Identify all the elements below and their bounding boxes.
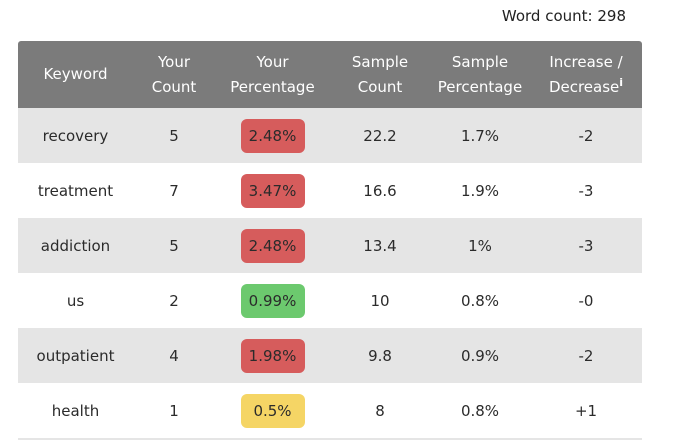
keyword-cell: us [18, 273, 133, 328]
your-percentage-cell: 2.48% [215, 108, 330, 163]
increase-decrease-cell: -2 [530, 108, 642, 163]
word-count: Word count: 298 [501, 7, 626, 25]
header-your-percentage[interactable]: Your Percentage [215, 41, 330, 108]
sample-count-cell: 9.8 [330, 328, 430, 383]
keyword-cell: addiction [18, 218, 133, 273]
header-keyword-label: Keyword [43, 65, 108, 83]
table-row: us 2 0.99% 10 0.8% -0 [18, 273, 642, 328]
increase-decrease-cell: -0 [530, 273, 642, 328]
table-row: health 1 0.5% 8 0.8% +1 [18, 383, 642, 440]
percentage-badge-red: 2.48% [240, 228, 305, 263]
percentage-badge-red: 1.98% [240, 338, 305, 373]
header-sample-count-line1: Sample [351, 52, 409, 71]
sample-percentage-cell: 1.9% [430, 163, 530, 218]
sample-count-cell: 13.4 [330, 218, 430, 273]
sample-percentage-cell: 0.8% [430, 383, 530, 440]
header-sample-count[interactable]: Sample Count [330, 41, 430, 108]
sample-count-cell: 16.6 [330, 163, 430, 218]
your-count-cell: 4 [133, 328, 215, 383]
percentage-badge-red: 2.48% [240, 118, 305, 153]
increase-decrease-cell: +1 [530, 383, 642, 440]
sample-count-cell: 8 [330, 383, 430, 440]
increase-decrease-cell: -2 [530, 328, 642, 383]
header-your-count-line2: Count [151, 77, 197, 96]
sample-percentage-cell: 0.9% [430, 328, 530, 383]
sample-percentage-cell: 1.7% [430, 108, 530, 163]
keyword-cell: recovery [18, 108, 133, 163]
increase-decrease-cell: -3 [530, 163, 642, 218]
header-keyword[interactable]: Keyword [18, 41, 133, 108]
table-row: addiction 5 2.48% 13.4 1% -3 [18, 218, 642, 273]
your-percentage-cell: 3.47% [215, 163, 330, 218]
your-count-cell: 5 [133, 218, 215, 273]
info-icon[interactable]: i [619, 75, 624, 89]
header-increase-decrease[interactable]: Increase / Decreasei [530, 41, 642, 108]
percentage-badge-red: 3.47% [240, 173, 305, 208]
header-your-percentage-line2: Percentage [230, 77, 315, 96]
header-your-count-line1: Your [157, 52, 191, 71]
your-count-cell: 7 [133, 163, 215, 218]
keyword-cell: health [18, 383, 133, 440]
your-percentage-cell: 0.99% [215, 273, 330, 328]
header-sample-count-line2: Count [357, 77, 403, 96]
table-row: recovery 5 2.48% 22.2 1.7% -2 [18, 108, 642, 163]
sample-percentage-cell: 1% [430, 218, 530, 273]
your-percentage-cell: 1.98% [215, 328, 330, 383]
header-your-count[interactable]: Your Count [133, 41, 215, 108]
your-count-cell: 1 [133, 383, 215, 440]
table-row: treatment 7 3.47% 16.6 1.9% -3 [18, 163, 642, 218]
percentage-badge-green: 0.99% [240, 283, 305, 318]
header-increase-decrease-line2: Decrease [548, 77, 620, 96]
header-sample-percentage-line1: Sample [451, 52, 509, 71]
keyword-cell: outpatient [18, 328, 133, 383]
sample-count-cell: 10 [330, 273, 430, 328]
table-header-row: Keyword Your Count Your Percentage Sampl… [18, 41, 642, 108]
increase-decrease-cell: -3 [530, 218, 642, 273]
percentage-badge-yellow: 0.5% [240, 393, 305, 428]
your-percentage-cell: 0.5% [215, 383, 330, 440]
header-your-percentage-line1: Your [256, 52, 289, 71]
table-row: outpatient 4 1.98% 9.8 0.9% -2 [18, 328, 642, 383]
header-sample-percentage[interactable]: Sample Percentage [430, 41, 530, 108]
your-count-cell: 5 [133, 108, 215, 163]
sample-count-cell: 22.2 [330, 108, 430, 163]
your-percentage-cell: 2.48% [215, 218, 330, 273]
your-count-cell: 2 [133, 273, 215, 328]
header-increase-decrease-line1: Increase / [549, 52, 623, 71]
sample-percentage-cell: 0.8% [430, 273, 530, 328]
keyword-cell: treatment [18, 163, 133, 218]
keyword-density-table: Keyword Your Count Your Percentage Sampl… [18, 41, 642, 440]
header-sample-percentage-line2: Percentage [437, 77, 523, 96]
